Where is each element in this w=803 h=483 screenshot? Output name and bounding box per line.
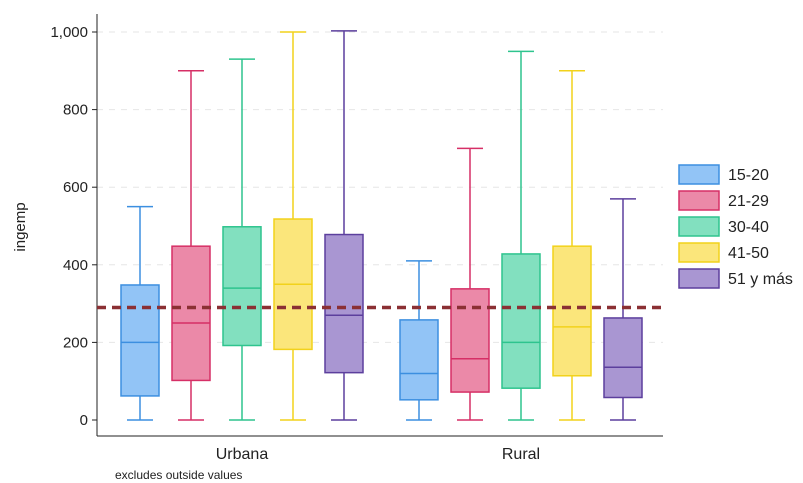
- y-tick-label: 200: [63, 334, 88, 351]
- y-axis-ticks: 0 200 400 600 800 1,000: [50, 24, 97, 429]
- iqr-box: [399, 319, 439, 401]
- box-rural-41-50: [552, 70, 592, 421]
- iqr-box: [501, 253, 541, 389]
- y-tick-label: 600: [63, 179, 88, 196]
- category-label-urbana: Urbana: [216, 446, 269, 463]
- footnote: excludes outside values: [115, 468, 242, 482]
- axes: [96, 14, 663, 437]
- legend-label: 41-50: [728, 245, 769, 262]
- iqr-box: [171, 245, 211, 382]
- legend-label: 51 y más: [728, 271, 793, 288]
- iqr-box: [552, 245, 592, 377]
- y-axis-title: ingemp: [12, 202, 29, 251]
- box-urbana-30-40: [222, 58, 262, 421]
- legend-swatch: [678, 164, 720, 185]
- iqr-box: [324, 233, 364, 374]
- box-rural-15-20: [399, 260, 439, 421]
- category-labels: Urbana Rural: [216, 446, 540, 463]
- legend-label: 21-29: [728, 193, 769, 210]
- legend-label: 15-20: [728, 167, 769, 184]
- box-rural-21-29: [450, 147, 490, 421]
- y-tick-label: 0: [80, 412, 88, 429]
- box-plots: [120, 30, 643, 421]
- iqr-box: [450, 288, 490, 393]
- legend-swatch: [678, 216, 720, 237]
- iqr-box: [120, 284, 160, 397]
- box-urbana-51-y-m-s: [324, 30, 364, 421]
- y-tick-label: 400: [63, 257, 88, 274]
- category-label-rural: Rural: [502, 446, 540, 463]
- box-rural-30-40: [501, 50, 541, 421]
- legend-swatch: [678, 242, 720, 263]
- legend-swatch: [678, 190, 720, 211]
- y-tick-label: 1,000: [50, 24, 88, 41]
- box-rural-51-y-m-s: [603, 198, 643, 421]
- y-tick-label: 800: [63, 102, 88, 119]
- box-urbana-41-50: [273, 31, 313, 421]
- box-urbana-15-20: [120, 205, 160, 421]
- legend-label: 30-40: [728, 219, 769, 236]
- iqr-box: [222, 226, 262, 347]
- iqr-box: [603, 317, 643, 399]
- legend-swatch: [678, 268, 720, 289]
- box-urbana-21-29: [171, 70, 211, 421]
- legend: 15-20 21-29 30-40 41-50 51 y más: [678, 164, 793, 289]
